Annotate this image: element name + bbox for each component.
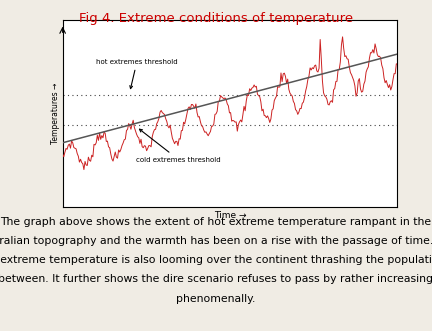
X-axis label: Time →: Time → (214, 211, 246, 220)
Text: cold extreme temperature is also looming over the continent thrashing the popula: cold extreme temperature is also looming… (0, 255, 432, 265)
Text: cold extremes threshold: cold extremes threshold (136, 129, 221, 163)
Text: Fig 4. Extreme conditions of temperature: Fig 4. Extreme conditions of temperature (79, 12, 353, 24)
Text: Australian topography and the warmth has been on a rise with the passage of time: Australian topography and the warmth has… (0, 236, 432, 246)
Y-axis label: Temperatures →: Temperatures → (51, 83, 60, 144)
Text: hot extremes threshold: hot extremes threshold (96, 59, 178, 89)
Text: between. It further shows the dire scenario refuses to pass by rather increasing: between. It further shows the dire scena… (0, 274, 432, 284)
Text: phenomenally.: phenomenally. (176, 294, 256, 304)
Text: The graph above shows the extent of hot extreme temperature rampant in the: The graph above shows the extent of hot … (0, 217, 432, 227)
